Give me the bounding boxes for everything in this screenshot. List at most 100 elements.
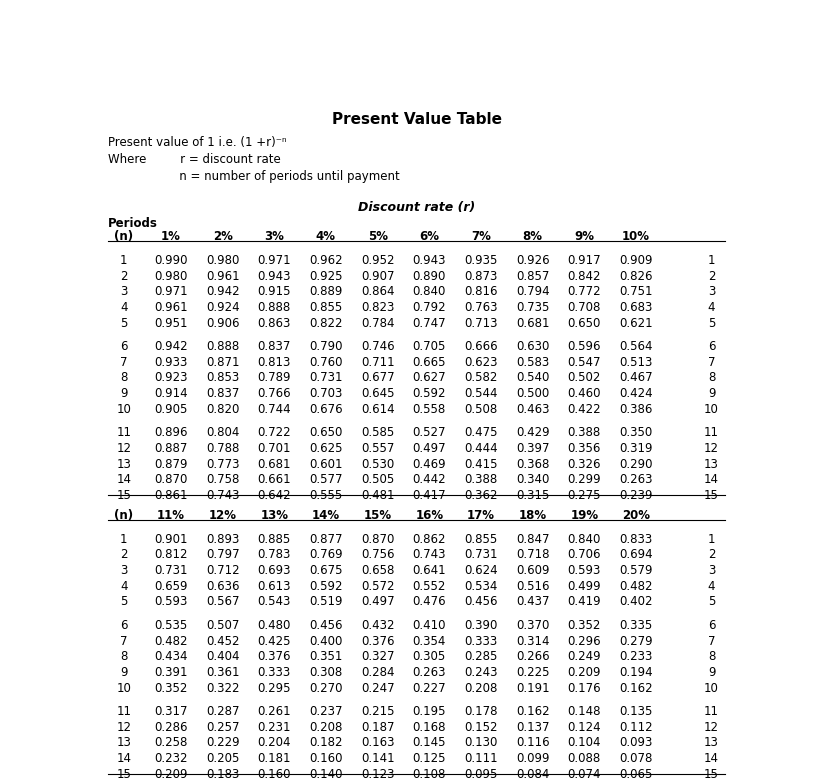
Text: 0.340: 0.340	[516, 473, 550, 486]
Text: 0.917: 0.917	[567, 254, 601, 267]
Text: 3: 3	[708, 285, 715, 298]
Text: 14: 14	[704, 752, 719, 765]
Text: 0.390: 0.390	[464, 619, 498, 632]
Text: 0.317: 0.317	[154, 705, 188, 718]
Text: 3: 3	[120, 285, 128, 298]
Text: 0.893: 0.893	[206, 533, 239, 546]
Text: 8%: 8%	[523, 230, 542, 243]
Text: 0.557: 0.557	[361, 442, 394, 455]
Text: 15%: 15%	[363, 509, 392, 522]
Text: 5: 5	[708, 317, 715, 330]
Text: 0.410: 0.410	[412, 619, 446, 632]
Text: 0.650: 0.650	[567, 317, 601, 330]
Text: 0.962: 0.962	[309, 254, 343, 267]
Text: 12%: 12%	[209, 509, 237, 522]
Text: 0.257: 0.257	[206, 721, 239, 734]
Text: 0.370: 0.370	[516, 619, 550, 632]
Text: 0.400: 0.400	[309, 634, 342, 647]
Text: 0.333: 0.333	[464, 634, 498, 647]
Text: 0.168: 0.168	[412, 721, 446, 734]
Text: 0.181: 0.181	[258, 752, 291, 765]
Text: 0.666: 0.666	[464, 340, 498, 353]
Text: 0.386: 0.386	[620, 403, 653, 416]
Text: 11%: 11%	[157, 509, 185, 522]
Text: 0.319: 0.319	[620, 442, 653, 455]
Text: 12: 12	[116, 442, 131, 455]
Text: 11: 11	[116, 705, 131, 718]
Text: 0.275: 0.275	[567, 489, 601, 502]
Text: 8: 8	[708, 371, 715, 385]
Text: 1%: 1%	[161, 230, 180, 243]
Text: 7: 7	[120, 356, 128, 369]
Text: 0.747: 0.747	[412, 317, 446, 330]
Text: 0.162: 0.162	[515, 705, 550, 718]
Text: 0.239: 0.239	[620, 489, 653, 502]
Text: 0.627: 0.627	[412, 371, 446, 385]
Text: 0.676: 0.676	[309, 403, 343, 416]
Text: 0.943: 0.943	[258, 270, 291, 282]
Text: 0.887: 0.887	[154, 442, 188, 455]
Text: 0.980: 0.980	[206, 254, 239, 267]
Text: 7: 7	[708, 356, 715, 369]
Text: 0.924: 0.924	[206, 301, 239, 314]
Text: 0.879: 0.879	[154, 457, 188, 471]
Text: 0.870: 0.870	[154, 473, 188, 486]
Text: 8: 8	[120, 371, 128, 385]
Text: 0.837: 0.837	[258, 340, 291, 353]
Text: 0.555: 0.555	[309, 489, 342, 502]
Text: 0.183: 0.183	[206, 768, 239, 780]
Text: 0.502: 0.502	[567, 371, 601, 385]
Text: 0.508: 0.508	[464, 403, 498, 416]
Text: 0.711: 0.711	[361, 356, 394, 369]
Text: 0.760: 0.760	[309, 356, 343, 369]
Text: 6: 6	[708, 619, 715, 632]
Text: 0.432: 0.432	[361, 619, 394, 632]
Text: 0.693: 0.693	[258, 564, 291, 577]
Text: 0.820: 0.820	[206, 403, 239, 416]
Text: 7: 7	[120, 634, 128, 647]
Text: 0.833: 0.833	[620, 533, 653, 546]
Text: 0.232: 0.232	[154, 752, 188, 765]
Text: 0.971: 0.971	[154, 285, 188, 298]
Text: 0.558: 0.558	[413, 403, 446, 416]
Text: 0.422: 0.422	[567, 403, 601, 416]
Text: 0.148: 0.148	[567, 705, 601, 718]
Text: 0.417: 0.417	[412, 489, 446, 502]
Text: 0.630: 0.630	[516, 340, 550, 353]
Text: 0.270: 0.270	[309, 682, 343, 694]
Text: 0.847: 0.847	[515, 533, 550, 546]
Text: 13: 13	[704, 457, 719, 471]
Text: 0.376: 0.376	[361, 634, 394, 647]
Text: 0.135: 0.135	[620, 705, 653, 718]
Text: 0.208: 0.208	[464, 682, 498, 694]
Text: 0.772: 0.772	[567, 285, 601, 298]
Text: 0.093: 0.093	[620, 737, 653, 749]
Text: 0.480: 0.480	[258, 619, 291, 632]
Text: 0.592: 0.592	[412, 387, 446, 400]
Text: 0.942: 0.942	[154, 340, 188, 353]
Text: 8: 8	[708, 650, 715, 663]
Text: 14: 14	[704, 473, 719, 486]
Text: 0.853: 0.853	[206, 371, 239, 385]
Text: 0.812: 0.812	[154, 548, 188, 561]
Text: Present value of 1 i.e. (1 +r)⁻ⁿ: Present value of 1 i.e. (1 +r)⁻ⁿ	[108, 136, 286, 149]
Text: 0.434: 0.434	[154, 650, 188, 663]
Text: 0.659: 0.659	[154, 579, 188, 593]
Text: 0.614: 0.614	[361, 403, 394, 416]
Text: 0.314: 0.314	[515, 634, 550, 647]
Text: 3: 3	[708, 564, 715, 577]
Text: 0.926: 0.926	[515, 254, 550, 267]
Text: 5: 5	[708, 595, 715, 608]
Text: 0.842: 0.842	[567, 270, 601, 282]
Text: 0.585: 0.585	[361, 426, 394, 439]
Text: 0.402: 0.402	[620, 595, 653, 608]
Text: 0.125: 0.125	[412, 752, 446, 765]
Text: 9: 9	[708, 387, 715, 400]
Text: 0.130: 0.130	[464, 737, 498, 749]
Text: 0.896: 0.896	[154, 426, 188, 439]
Text: 0.889: 0.889	[309, 285, 342, 298]
Text: 0.227: 0.227	[412, 682, 446, 694]
Text: 0.279: 0.279	[620, 634, 653, 647]
Text: 0.888: 0.888	[258, 301, 291, 314]
Text: 0.642: 0.642	[258, 489, 291, 502]
